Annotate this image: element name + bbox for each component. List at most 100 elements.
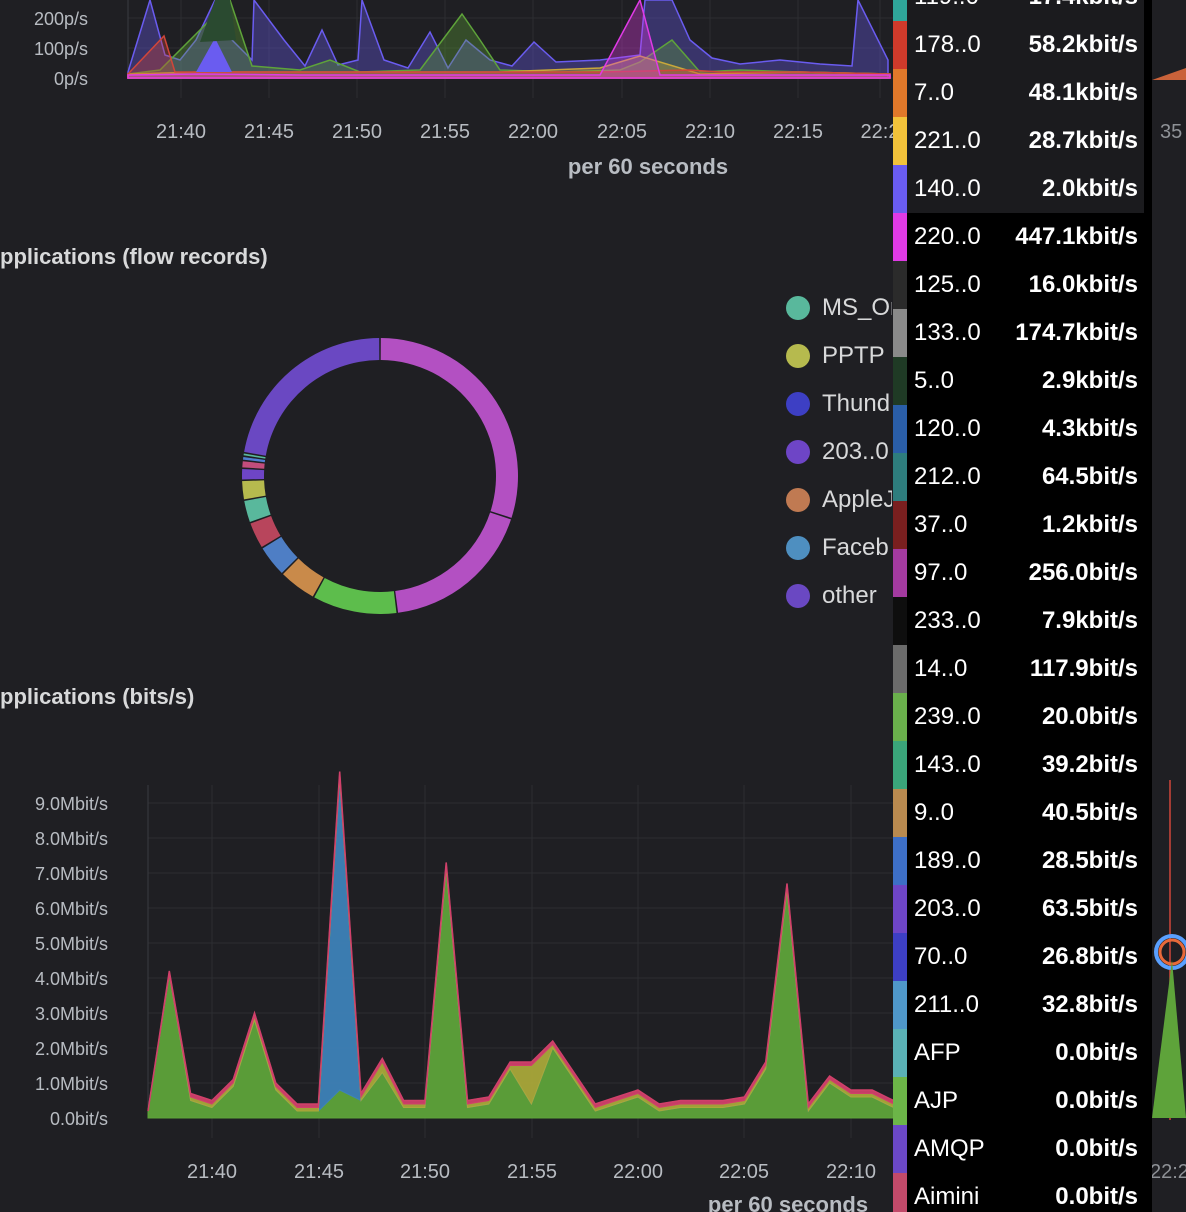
- tooltip-series-name: 120..0: [914, 415, 981, 442]
- legend-item[interactable]: 203..0: [786, 437, 889, 467]
- donut-slice[interactable]: [244, 338, 380, 456]
- packets-x-tick: 22:00: [508, 121, 558, 143]
- tooltip-series-name: 189..0: [914, 847, 981, 874]
- tooltip-series-color: [893, 933, 907, 981]
- tooltip-row: AMQP 0.0bit/s: [893, 1125, 1152, 1173]
- tooltip-series-value: 20.0bit/s: [1041, 703, 1138, 730]
- tooltip-row: 212..0 64.5bit/s: [893, 453, 1152, 501]
- tooltip-series-value: 174.7kbit/s: [1015, 319, 1138, 346]
- tooltip-series-value: 1.2kbit/s: [1041, 511, 1138, 538]
- tooltip-series-color: [893, 597, 907, 645]
- tooltip-series-color: [893, 0, 907, 21]
- bits-y-tick: 3.0Mbit/s: [35, 1004, 108, 1024]
- bits-y-tick: 8.0Mbit/s: [35, 829, 108, 849]
- packets-x-tick: 21:40: [156, 121, 206, 143]
- legend-item[interactable]: PPTP: [786, 341, 885, 371]
- tooltip-series-name: 220..0: [914, 223, 981, 250]
- tooltip-series-color: [893, 69, 907, 117]
- tooltip-row: 133..0 174.7kbit/s: [893, 309, 1152, 357]
- legend-color-dot: [786, 440, 810, 464]
- tooltip-row: 14..0 117.9bit/s: [893, 645, 1152, 693]
- tooltip-row: 120..0 4.3kbit/s: [893, 405, 1152, 453]
- donut-slice[interactable]: [242, 456, 266, 463]
- tooltip-series-name: 239..0: [914, 703, 981, 730]
- donut-slice[interactable]: [314, 577, 397, 614]
- tooltip-series-value: 58.2kbit/s: [1028, 31, 1138, 58]
- bits-x-tick: 21:50: [400, 1161, 450, 1183]
- donut-slice[interactable]: [243, 453, 266, 459]
- tooltip-row: Aimini 0.0bit/s: [893, 1173, 1152, 1212]
- tooltip-series-value: 17.4kbit/s: [1029, 0, 1138, 11]
- packets-y-tick: 100p/s: [34, 39, 88, 59]
- tooltip-row: 189..0 28.5bit/s: [893, 837, 1152, 885]
- bits-y-tick: 5.0Mbit/s: [35, 934, 108, 954]
- tooltip-series-name: 14..0: [914, 655, 968, 682]
- legend-item[interactable]: Thund: [786, 389, 890, 419]
- packets-x-tick: 22:2: [861, 121, 893, 143]
- bits-area-series: [147, 778, 893, 1113]
- donut-slice[interactable]: [242, 461, 265, 469]
- tooltip-series-color: [893, 405, 907, 453]
- bits-x-tick: 21:55: [507, 1161, 557, 1183]
- tooltip-series-color: [893, 837, 907, 885]
- tooltip-series-name: 233..0: [914, 607, 981, 634]
- packets-chart-xlabel: per 60 seconds: [568, 154, 728, 179]
- tooltip-row: 211..0 32.8bit/s: [893, 981, 1152, 1029]
- tooltip-series-value: 4.3kbit/s: [1041, 415, 1138, 442]
- tooltip-series-color: [893, 789, 907, 837]
- tooltip-series-name: 212..0: [914, 463, 981, 490]
- legend-label: MS_Or: [822, 294, 892, 321]
- tooltip-series-color: [893, 1029, 907, 1077]
- tooltip-series-color: [893, 357, 907, 405]
- legend-item[interactable]: other: [786, 581, 877, 611]
- tooltip-series-value: 63.5bit/s: [1041, 895, 1138, 922]
- tooltip-series-color: [893, 501, 907, 549]
- tooltip-series-value: 447.1kbit/s: [1015, 223, 1138, 250]
- packets-area: [127, 0, 889, 79]
- tooltip-series-color: [893, 741, 907, 789]
- donut-slice[interactable]: [262, 536, 298, 573]
- legend-color-dot: [786, 344, 810, 368]
- tooltip-series-color: [893, 549, 907, 597]
- legend-item[interactable]: MS_Or: [786, 293, 892, 323]
- donut-slice[interactable]: [283, 558, 324, 597]
- bits-y-tick: 4.0Mbit/s: [35, 969, 108, 989]
- tooltip-series-value: 40.5bit/s: [1041, 799, 1138, 826]
- tooltip-series-name: AMQP: [914, 1135, 985, 1162]
- tooltip-series-value: 64.5bit/s: [1041, 463, 1138, 490]
- tooltip-series-color: [893, 309, 907, 357]
- bits-y-tick: 9.0Mbit/s: [35, 794, 108, 814]
- tooltip-series-name: 37..0: [914, 511, 968, 538]
- tooltip-series-color: [893, 21, 907, 69]
- tooltip-series-value: 0.0bit/s: [1055, 1183, 1138, 1210]
- tooltip-series-color: [893, 261, 907, 309]
- donut-slice[interactable]: [242, 469, 265, 480]
- bits-y-tick: 7.0Mbit/s: [35, 864, 108, 884]
- tooltip-series-name: 140..0: [914, 175, 981, 202]
- donut-slice[interactable]: [244, 496, 271, 522]
- packets-area: [127, 0, 891, 79]
- tooltip-series-value: 0.0bit/s: [1055, 1039, 1138, 1066]
- donut-slice[interactable]: [380, 338, 518, 518]
- tooltip-series-value: 2.9kbit/s: [1041, 367, 1138, 394]
- tooltip-series-value: 7.9kbit/s: [1041, 607, 1138, 634]
- top-right-tick: 35: [1160, 121, 1182, 143]
- pie-legend: CullavMS_OrPPTPThund203..0AppleJFaceboth…: [780, 278, 892, 658]
- tooltip-series-name: 178..0: [914, 31, 981, 58]
- tooltip-series-name: 203..0: [914, 895, 981, 922]
- legend-label: Thund: [822, 390, 891, 417]
- donut-slice[interactable]: [242, 480, 266, 500]
- tooltip-series-value: 28.7kbit/s: [1028, 127, 1138, 154]
- legend-color-dot: [786, 488, 810, 512]
- bits-right-tick: 22:2: [1152, 1161, 1186, 1183]
- bits-chart-xlabel: per 60 seconds: [708, 1192, 868, 1212]
- donut-slice[interactable]: [395, 512, 511, 613]
- bits-y-tick: 2.0Mbit/s: [35, 1039, 108, 1059]
- donut-slice[interactable]: [250, 515, 281, 548]
- pie-panel-title: pplications (flow records): [0, 244, 268, 269]
- legend-item[interactable]: AppleJ: [786, 485, 892, 515]
- legend-item[interactable]: Faceb: [786, 533, 889, 563]
- tooltip-series-name: 221..0: [914, 127, 981, 154]
- tooltip-series-color: [893, 645, 907, 693]
- bits-x-tick: 21:45: [294, 1161, 344, 1183]
